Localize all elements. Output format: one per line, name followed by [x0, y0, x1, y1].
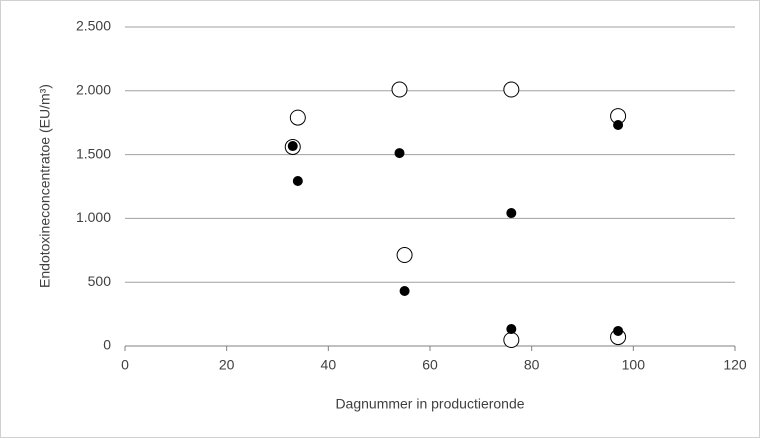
y-tick-label: 500 — [88, 273, 112, 289]
y-tick-label: 2.500 — [76, 18, 111, 34]
point — [506, 324, 517, 335]
point — [292, 176, 303, 187]
point — [396, 247, 413, 264]
y-tick-label: 0 — [103, 337, 111, 353]
y-tick-label: 1.500 — [76, 145, 111, 161]
point — [613, 325, 624, 336]
x-tick-label: 20 — [219, 357, 235, 373]
point — [394, 148, 405, 159]
y-tick-label: 2.000 — [76, 82, 111, 98]
point — [391, 81, 408, 98]
x-axis-label: Dagnummer in productieronde — [335, 396, 524, 412]
y-tick-label: 1.000 — [76, 209, 111, 225]
x-tick-label: 100 — [622, 357, 646, 373]
x-tick-label: 60 — [422, 357, 438, 373]
point — [287, 141, 298, 152]
point — [503, 81, 520, 98]
y-axis-label: Endotoxineconcentratoe (EU/m³) — [37, 84, 53, 288]
point — [503, 332, 520, 349]
point — [399, 286, 410, 297]
point — [613, 119, 624, 130]
x-tick-label: 0 — [121, 357, 129, 373]
point — [289, 109, 306, 126]
x-tick-label: 80 — [524, 357, 540, 373]
x-tick-label: 40 — [321, 357, 337, 373]
x-tick-label: 120 — [723, 357, 747, 373]
point — [506, 208, 517, 219]
